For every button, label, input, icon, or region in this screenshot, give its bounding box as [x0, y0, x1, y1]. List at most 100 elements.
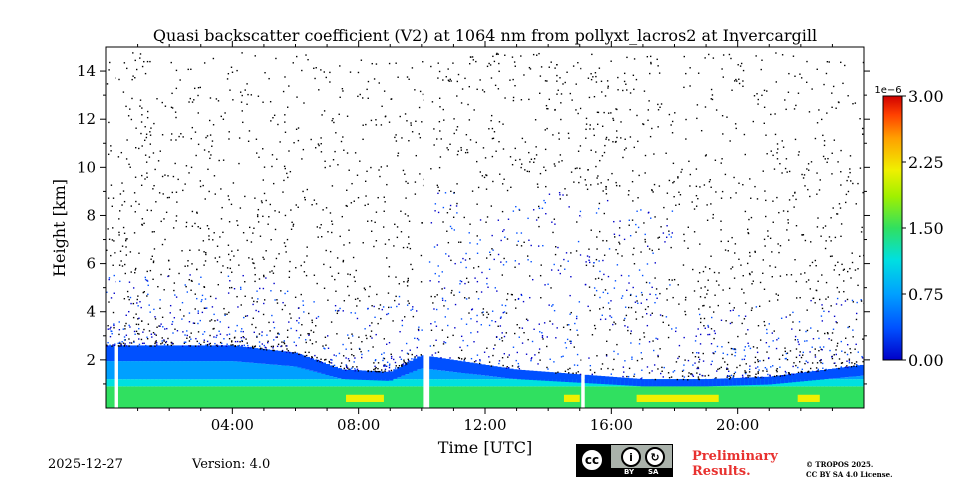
noise-pixel — [644, 154, 647, 157]
noise-pixel — [323, 359, 326, 361]
noise-pixel — [386, 183, 388, 186]
noise-pixel — [721, 378, 724, 380]
boundary-layer-cell — [293, 352, 299, 367]
noise-pixel — [827, 332, 829, 335]
noise-pixel — [502, 123, 504, 125]
noise-pixel — [244, 315, 247, 317]
surface-layer-cell — [201, 386, 207, 408]
boundary-layer-cell — [764, 376, 769, 385]
noise-pixel — [248, 257, 250, 259]
noise-pixel — [143, 328, 145, 331]
noise-pixel — [353, 361, 355, 363]
noise-pixel — [236, 340, 239, 343]
noise-pixel — [628, 367, 631, 370]
surface-layer-cell — [592, 386, 598, 408]
noise-pixel — [159, 307, 161, 310]
noise-pixel — [377, 370, 380, 373]
noise-pixel — [792, 311, 794, 314]
surface-layer-cell — [856, 386, 861, 408]
noise-pixel — [733, 176, 735, 179]
noise-pixel — [161, 134, 164, 136]
noise-pixel — [434, 210, 436, 212]
noise-pixel — [633, 373, 636, 375]
noise-pixel — [629, 136, 632, 138]
noise-pixel — [353, 355, 355, 357]
noise-pixel — [483, 351, 486, 353]
noise-pixel — [433, 308, 435, 310]
noise-pixel — [369, 285, 371, 288]
noise-pixel — [327, 299, 329, 301]
noise-pixel — [544, 284, 546, 286]
cc-license-badge[interactable]: cc i ↻ BY SA — [576, 444, 673, 477]
noise-pixel — [641, 369, 643, 371]
noise-pixel — [137, 323, 140, 326]
noise-pixel — [605, 193, 608, 195]
noise-pixel — [408, 140, 410, 142]
noise-pixel — [144, 276, 146, 279]
boundary-layer-cell — [177, 345, 183, 362]
boundary-layer-cell — [600, 376, 606, 385]
noise-pixel — [129, 296, 132, 299]
noise-pixel — [205, 136, 207, 139]
noise-pixel — [754, 251, 756, 253]
noise-pixel — [483, 176, 486, 179]
mixing-layer-cell — [337, 379, 342, 387]
noise-pixel — [108, 277, 111, 279]
noise-pixel — [379, 304, 382, 306]
noise-pixel — [584, 179, 586, 181]
surface-layer-cell — [437, 386, 442, 408]
surface-layer-cell — [389, 386, 394, 408]
mixing-layer-cell — [536, 379, 542, 387]
noise-pixel — [268, 77, 270, 80]
noise-pixel — [158, 325, 160, 327]
noise-pixel — [168, 268, 171, 270]
noise-pixel — [225, 345, 228, 347]
noise-pixel — [198, 249, 200, 251]
noise-pixel — [450, 292, 453, 294]
noise-pixel — [511, 56, 514, 58]
noise-pixel — [370, 166, 372, 169]
noise-pixel — [596, 236, 598, 238]
boundary-layer-cell — [317, 361, 323, 373]
noise-pixel — [223, 338, 225, 340]
noise-pixel — [229, 259, 232, 261]
noise-pixel — [163, 218, 165, 220]
noise-pixel — [481, 312, 483, 314]
noise-pixel — [283, 341, 285, 344]
noise-pixel — [779, 245, 782, 247]
noise-pixel — [406, 120, 408, 122]
noise-pixel — [253, 262, 255, 265]
noise-pixel — [267, 340, 269, 342]
noise-pixel — [408, 302, 410, 305]
noise-pixel — [862, 133, 864, 135]
noise-pixel — [833, 139, 836, 141]
noise-pixel — [741, 358, 743, 361]
noise-pixel — [370, 370, 373, 373]
noise-pixel — [149, 60, 151, 63]
noise-pixel — [678, 344, 681, 347]
noise-pixel — [456, 95, 458, 97]
aerosol-layer-cell — [237, 361, 243, 380]
noise-pixel — [658, 236, 661, 238]
noise-pixel — [800, 77, 803, 79]
noise-pixel — [848, 358, 851, 360]
noise-pixel — [722, 54, 725, 56]
noise-pixel — [388, 275, 390, 278]
noise-pixel — [388, 238, 390, 241]
noise-pixel — [498, 360, 501, 362]
noise-pixel — [504, 236, 506, 238]
noise-pixel — [263, 299, 266, 301]
noise-pixel — [457, 356, 460, 359]
noise-pixel — [468, 119, 471, 121]
x-tick-label: 20:00 — [716, 416, 759, 434]
noise-pixel — [395, 62, 397, 64]
noise-pixel — [139, 301, 141, 303]
noise-pixel — [441, 299, 444, 301]
noise-pixel — [175, 116, 177, 119]
noise-pixel — [826, 161, 828, 164]
aerosol-layer-cell — [401, 375, 406, 380]
noise-pixel — [163, 343, 166, 346]
surface-layer-cell — [249, 386, 255, 408]
noise-pixel — [768, 323, 770, 325]
y-tick-label: 8 — [86, 206, 96, 224]
